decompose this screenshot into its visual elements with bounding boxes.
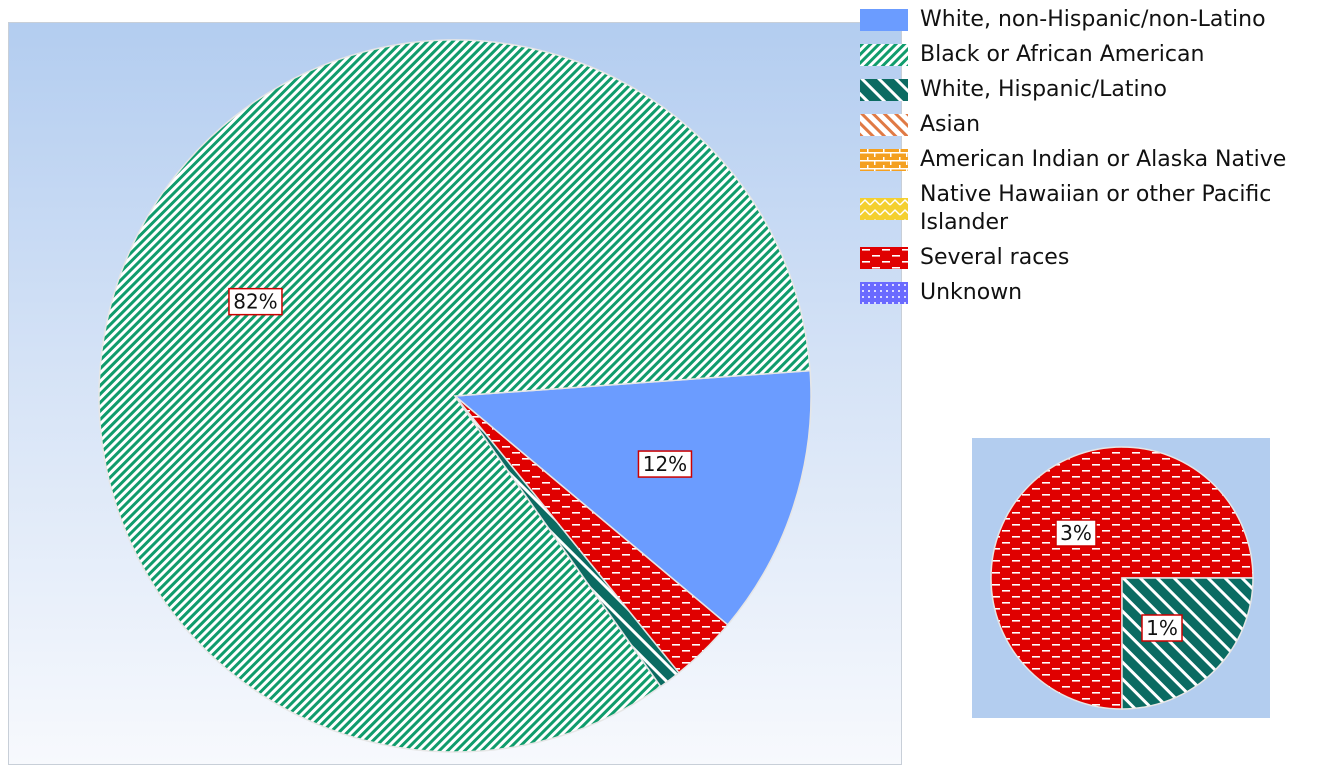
pie0-label-box-black-or-african-american <box>228 287 283 316</box>
legend-swatch-black-or-african-american <box>860 44 908 66</box>
legend-swatch-several-races <box>860 247 908 269</box>
legend-label: Black or African American <box>920 42 1205 67</box>
legend-label: White, Hispanic/Latino <box>920 77 1167 102</box>
pie1-label-white-hispanic-latino: 1% <box>1146 616 1178 640</box>
legend-item-white-non-hispanic-non-latino: White, non-Hispanic/non-Latino <box>860 6 1319 34</box>
legend-item-unknown: Unknown <box>860 279 1319 307</box>
legend-item-asian: Asian <box>860 111 1319 139</box>
pie1-slice-several-races <box>990 446 1254 710</box>
pie1-label-box-white-hispanic-latino <box>1141 614 1183 642</box>
pie1-label-box-several-races <box>1055 519 1097 547</box>
legend-item-american-indian-or-alaska-native: American Indian or Alaska Native <box>860 146 1319 174</box>
legend-label: American Indian or Alaska Native <box>920 147 1287 172</box>
legend-label: Native Hawaiian or other Pacific Islande… <box>920 182 1272 235</box>
legend-item-white-hispanic-latino: White, Hispanic/Latino <box>860 76 1319 104</box>
legend-swatch-unknown <box>860 282 908 304</box>
pie0-slice-white-non-hispanic-non-latino <box>453 369 812 626</box>
legend-swatch-native-hawaiian-or-other-pacific-islander <box>860 198 908 220</box>
legend-swatch-asian <box>860 114 908 136</box>
legend: White, non-Hispanic/non-Latino Black or A… <box>860 6 1319 314</box>
legend-swatch-white-hispanic-latino <box>860 79 908 101</box>
legend-label: Several races <box>920 245 1070 270</box>
legend-item-native-hawaiian-or-other-pacific-islander: Native Hawaiian or other Pacific Islande… <box>860 181 1319 237</box>
pie0-label-box-white-non-hispanic-non-latino <box>637 450 693 478</box>
legend-label: Unknown <box>920 280 1023 305</box>
pie0-slice-several-races <box>454 395 729 674</box>
legend-item-several-races: Several races <box>860 244 1319 272</box>
legend-swatch-american-indian-or-alaska-native <box>860 149 908 171</box>
pie0-slice-black-or-african-american <box>98 39 811 753</box>
legend-label: White, non-Hispanic/non-Latino <box>920 7 1266 32</box>
pie0-label-white-non-hispanic-non-latino: 12% <box>643 452 687 476</box>
pie1-slice-white-hispanic-latino <box>1121 577 1254 710</box>
legend-item-black-or-african-american: Black or African American <box>860 41 1319 69</box>
pie1-label-several-races: 3% <box>1060 521 1092 545</box>
legend-label: Asian <box>920 112 981 137</box>
legend-swatch-white-non-hispanic-non-latino <box>860 9 908 31</box>
pie0-label-black-or-african-american: 82% <box>233 290 277 314</box>
main-pie: 12% 82% <box>98 39 812 753</box>
inset-pie: 3% 1% <box>990 446 1254 710</box>
